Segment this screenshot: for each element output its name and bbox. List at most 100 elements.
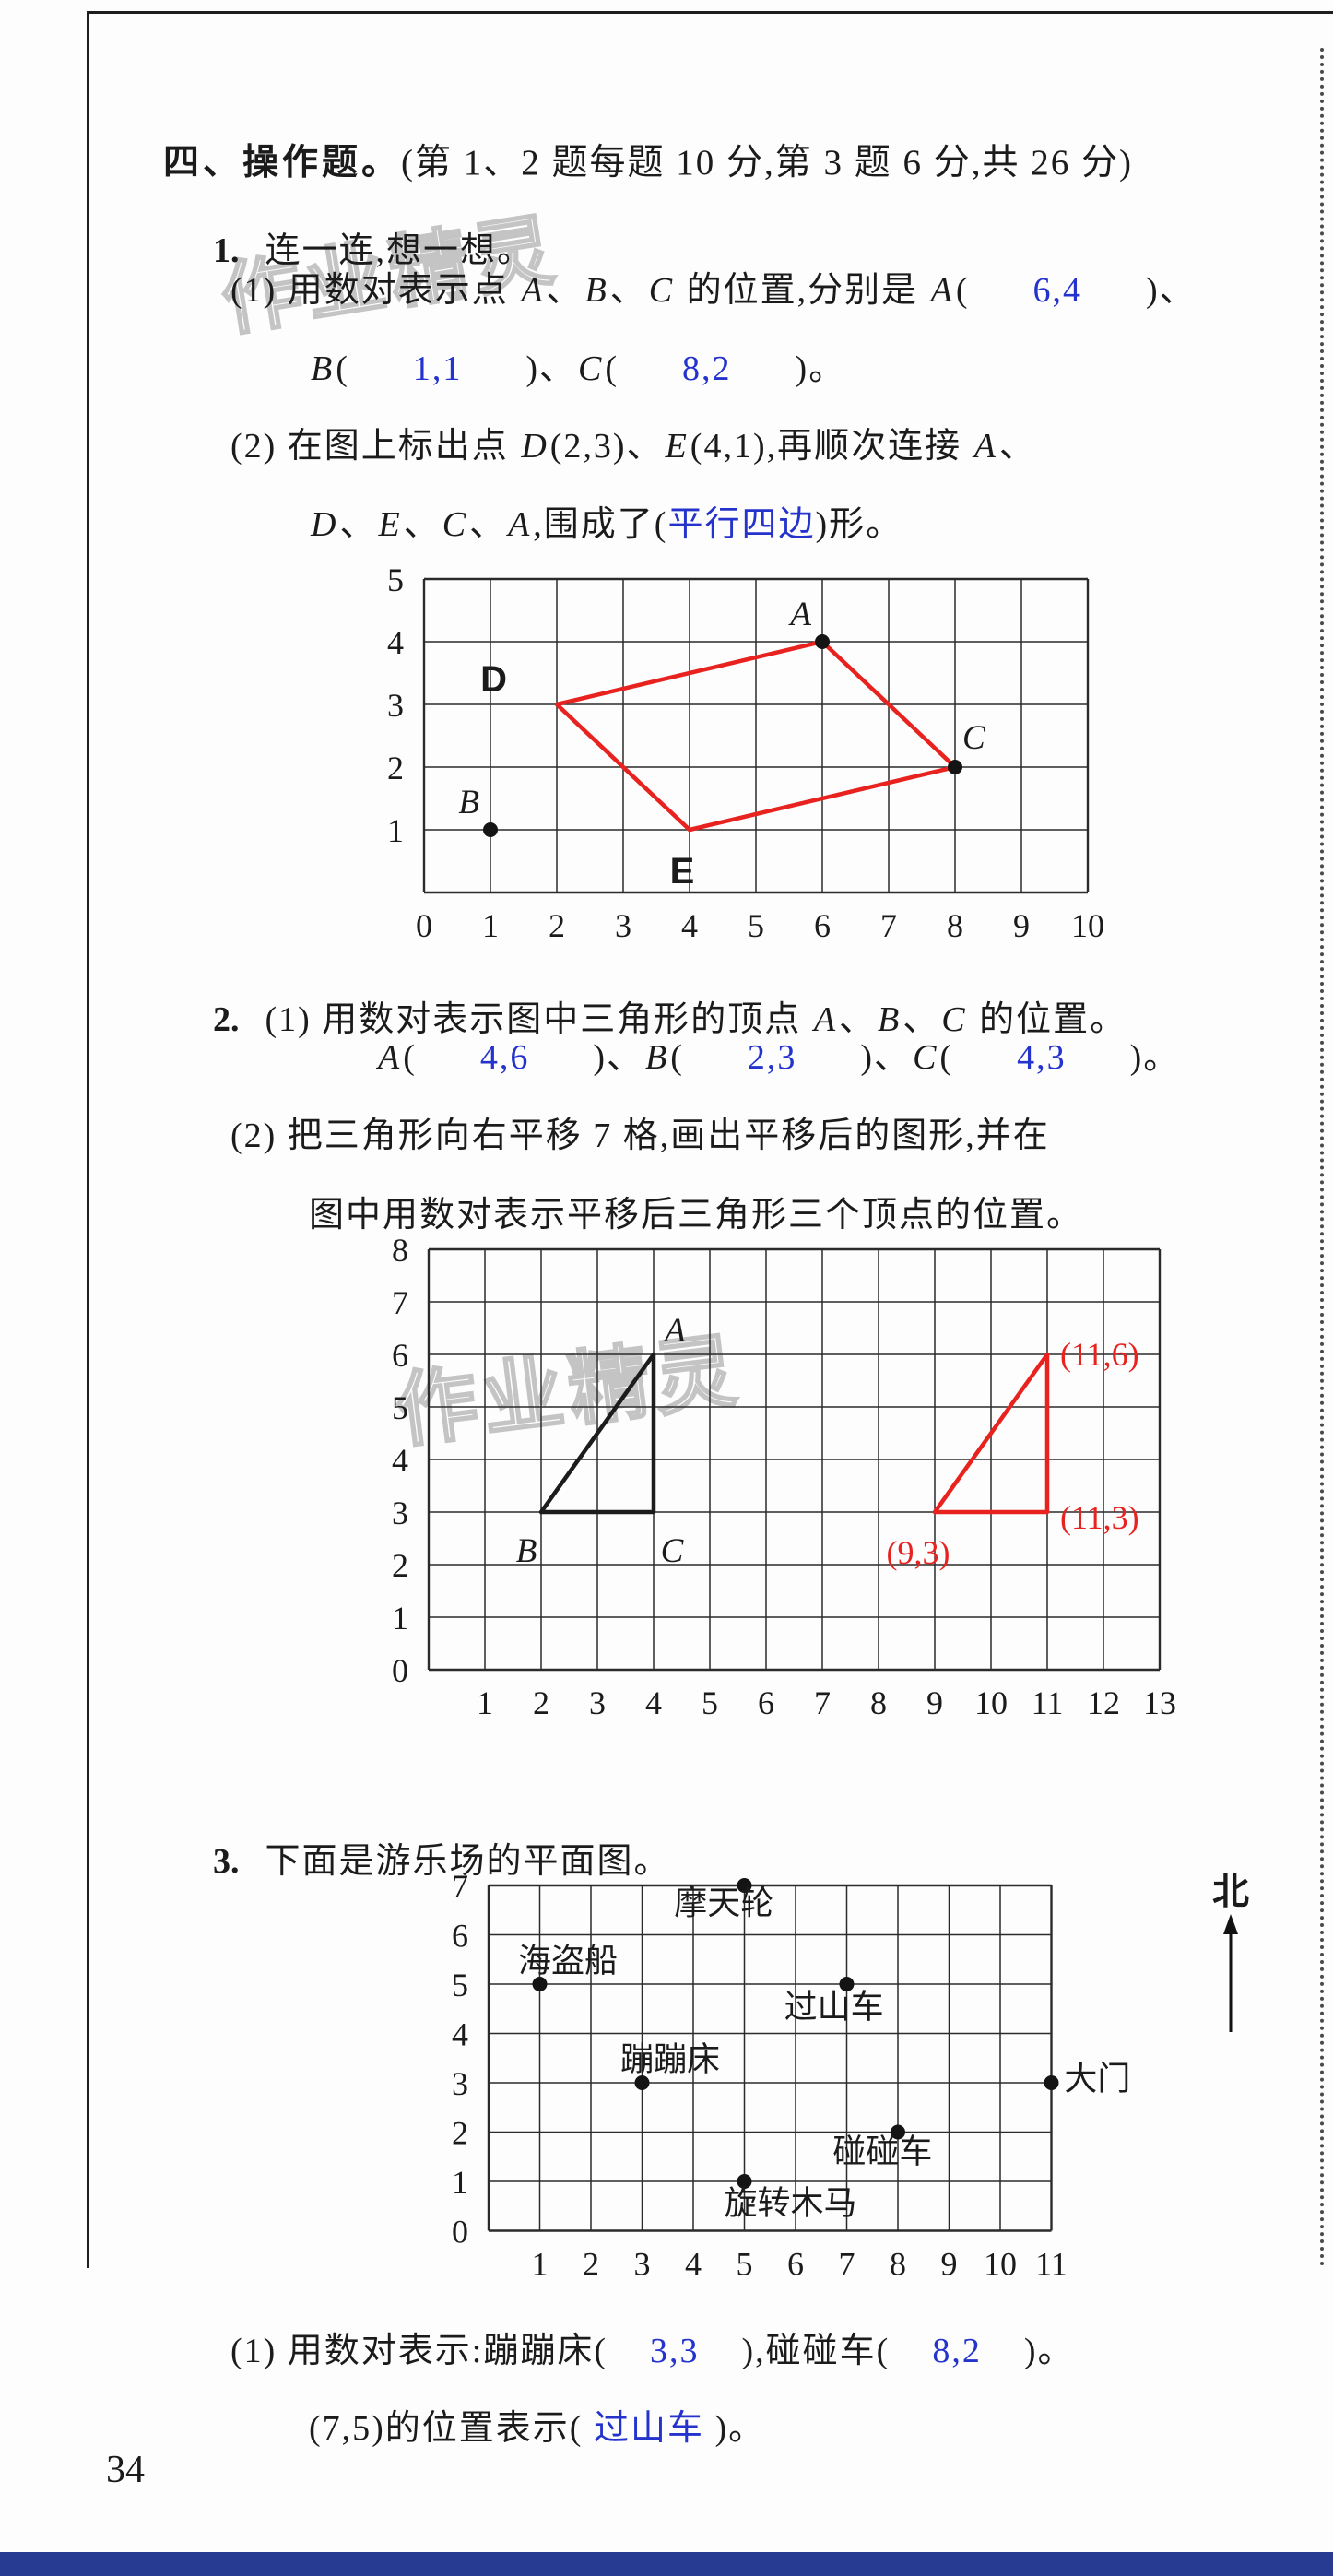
x-tick-label: 0 xyxy=(416,907,432,944)
x-tick-label: 6 xyxy=(787,2246,804,2283)
question-text: ),碰碰车( xyxy=(741,2332,891,2370)
y-tick-label: 3 xyxy=(452,2065,468,2102)
x-tick-label: 7 xyxy=(814,1684,831,1721)
data-point-dot xyxy=(839,1977,855,1991)
point-label: 摩天轮 xyxy=(674,1885,773,1921)
question-text: D xyxy=(311,505,338,544)
y-tick-label: 4 xyxy=(387,624,404,661)
y-tick-label: 0 xyxy=(452,2214,468,2251)
x-tick-label: 1 xyxy=(482,907,499,944)
data-point-dot xyxy=(948,760,962,774)
x-tick-label: 4 xyxy=(645,1684,662,1721)
answer-text: 3,3 xyxy=(608,2332,742,2370)
q2-answer-line: A( 4,6 )、B( 2,3 )、C( 4,3 )。 xyxy=(376,1028,1180,1079)
data-point-dot xyxy=(815,634,830,649)
y-tick-label: 1 xyxy=(452,2164,468,2201)
y-tick-label: 7 xyxy=(452,1868,468,1905)
data-point-dot xyxy=(634,2075,650,2090)
x-tick-label: 4 xyxy=(681,907,698,944)
q1-part1-line2: B( 1,1 )、C( 8,2 )。 xyxy=(309,339,845,390)
question-text: A xyxy=(973,427,997,466)
q1-title: 连一连,想一想。 xyxy=(265,231,535,270)
x-tick-label: 8 xyxy=(947,907,963,944)
q1-number: 1. xyxy=(213,231,240,270)
point-label: 蹦蹦床 xyxy=(620,2041,720,2078)
q1-grid-chart: 5 4 3 2 1 0 1 2 3 4 5 6 7 8 9 10 A B C D E xyxy=(360,548,1300,951)
point-label: (11,6) xyxy=(1060,1336,1139,1373)
point-label: (9,3) xyxy=(887,1534,950,1571)
q2-part2-line2: 图中用数对表示平移后三角形三个顶点的位置。 xyxy=(309,1186,1083,1236)
y-tick-label: 4 xyxy=(452,2016,468,2053)
point-label: 海盗船 xyxy=(518,1943,618,1979)
question-text: )。 xyxy=(795,349,846,388)
x-tick-label: 4 xyxy=(685,2246,702,2283)
y-tick-label: 0 xyxy=(392,1652,408,1689)
data-point-dot xyxy=(483,822,498,837)
section-heading: 四、操作题。(第 1、2 题每题 10 分,第 3 题 6 分,共 26 分) xyxy=(120,92,1133,227)
question-text: ( xyxy=(336,349,349,388)
question-text: (1) 用数对表示图中三角形的顶点 xyxy=(265,1000,812,1039)
question-text: ( xyxy=(955,271,970,310)
question-text: A xyxy=(378,1038,402,1077)
question-text: 、 xyxy=(998,427,1036,466)
y-tick-label: 5 xyxy=(392,1389,408,1426)
question-text: (1) 用数对表示:蹦蹦床( xyxy=(230,2332,608,2370)
question-text: ( xyxy=(605,349,619,388)
x-tick-label: 6 xyxy=(758,1684,774,1721)
point-label: D xyxy=(480,659,507,700)
question-text: B xyxy=(645,1038,669,1077)
data-point-dot xyxy=(891,2124,905,2140)
y-tick-label: 7 xyxy=(392,1284,408,1321)
question-text: A xyxy=(521,271,545,310)
question-text: )形。 xyxy=(815,505,903,544)
question-text: D xyxy=(521,427,549,466)
y-tick-label: 1 xyxy=(392,1600,408,1637)
answer-text: 4,6 xyxy=(416,1038,594,1077)
q2-number: 2. xyxy=(213,1000,240,1039)
question-text: (4,1),再顺次连接 xyxy=(690,427,973,466)
question-text: C xyxy=(913,1038,938,1077)
question-text: )。 xyxy=(1023,2332,1075,2370)
question-text: B xyxy=(584,271,608,310)
question-text: C xyxy=(442,505,468,544)
x-tick-label: 7 xyxy=(880,907,897,944)
north-arrow-icon xyxy=(1223,1914,1238,2032)
question-text: 图中用数对表示平移后三角形三个顶点的位置。 xyxy=(309,1196,1084,1235)
q1-part1-line: (1) 用数对表示点 A、B、C 的位置,分别是 A( 6,4 )、 xyxy=(230,261,1197,312)
x-tick-label: 8 xyxy=(870,1684,887,1721)
answer-text: 2,3 xyxy=(683,1038,861,1077)
question-text: 、 xyxy=(339,505,377,544)
question-text: A xyxy=(813,1000,838,1039)
q1-part2-line: (2) 在图上标出点 D(2,3)、E(4,1),再顺次连接 A、 xyxy=(230,417,1036,467)
north-label: 北 xyxy=(1212,1871,1249,1912)
question-text: 、 xyxy=(469,505,507,544)
x-tick-label: 5 xyxy=(737,2246,753,2283)
x-tick-label: 2 xyxy=(533,1684,549,1721)
x-tick-label: 2 xyxy=(549,907,565,944)
question-text: C xyxy=(648,271,675,310)
x-tick-label: 9 xyxy=(926,1684,943,1721)
point-label: 旋转木马 xyxy=(724,2184,856,2221)
x-tick-label: 3 xyxy=(615,907,631,944)
point-label: A xyxy=(787,596,811,633)
y-tick-label: 3 xyxy=(392,1495,408,1531)
question-text: B xyxy=(311,349,335,388)
answer-text: 8,2 xyxy=(619,349,796,388)
point-label: B xyxy=(458,784,479,821)
x-tick-label: 2 xyxy=(583,2246,599,2283)
y-tick-label: 2 xyxy=(387,750,404,786)
point-label: C xyxy=(661,1532,685,1570)
page-left-rule xyxy=(87,11,89,2268)
page-right-dotted-rule xyxy=(1320,48,1324,2268)
q1-title-line: 1. 连一连,想一想。 xyxy=(171,181,534,313)
x-tick-label: 5 xyxy=(748,907,764,944)
x-tick-label: 10 xyxy=(974,1684,1008,1721)
question-text: C xyxy=(941,1000,967,1039)
answer-text: 过山车 xyxy=(593,2409,704,2448)
point-label: B xyxy=(516,1532,537,1570)
question-text: (2) 把三角形向右平移 7 格,画出平移后的图形,并在 xyxy=(230,1117,1050,1155)
question-text: ( xyxy=(670,1038,684,1077)
question-text: (2,3)、 xyxy=(549,427,664,466)
